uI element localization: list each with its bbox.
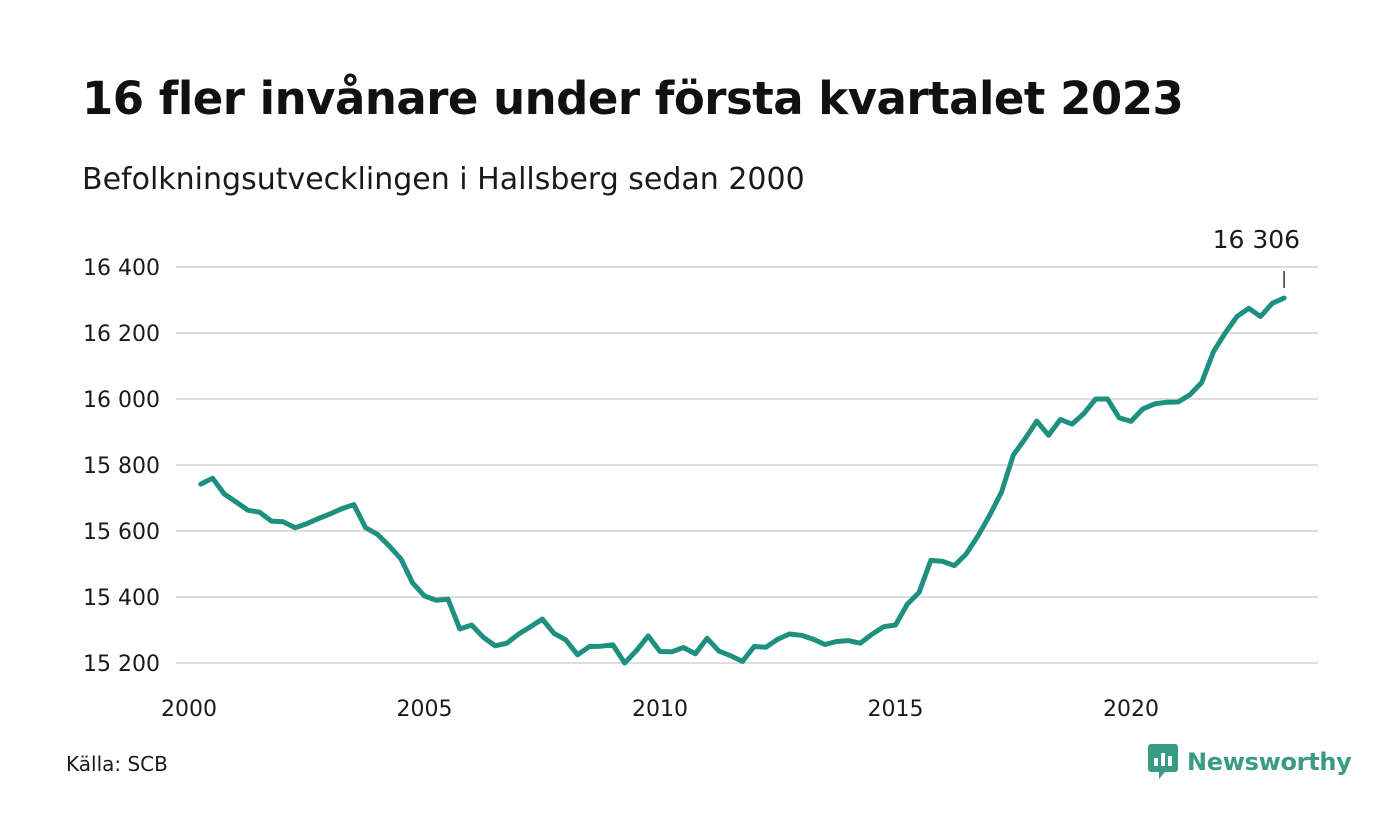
end-value-label: 16 306	[1213, 225, 1300, 254]
chart-title: 16 fler invånare under första kvartalet …	[82, 72, 1184, 125]
y-tick-label: 16 200	[83, 322, 160, 347]
y-tick-label: 16 000	[83, 388, 160, 413]
x-tick-label: 2020	[1103, 697, 1159, 722]
x-tick-label: 2000	[161, 697, 217, 722]
line-chart: 15 200 15 400 15 600 15 800 16 000 16 200 16 4…	[83, 225, 1318, 722]
y-tick-label: 15 200	[83, 652, 160, 677]
y-tick-label: 15 800	[83, 454, 160, 479]
y-tick-label: 15 600	[83, 520, 160, 545]
x-tick-label: 2005	[397, 697, 453, 722]
x-tick-label: 2010	[632, 697, 688, 722]
brand-name: Newsworthy	[1187, 748, 1352, 776]
end-annotation: 16 306	[1213, 225, 1300, 288]
y-tick-label: 16 400	[83, 256, 160, 281]
series-line-group	[198, 295, 1287, 666]
brand-logo: Newsworthy	[1148, 744, 1352, 780]
source-note: Källa: SCB	[66, 752, 168, 776]
chart-subtitle: Befolkningsutvecklingen i Hallsberg seda…	[82, 162, 805, 197]
newsworthy-logo-icon	[1148, 744, 1178, 779]
y-axis-tick-labels: 15 200 15 400 15 600 15 800 16 000 16 200 16 4…	[83, 256, 160, 677]
x-axis-tick-labels: 2000 2005 2010 2015 2020	[161, 697, 1159, 722]
population-line	[198, 295, 1287, 666]
x-tick-label: 2015	[868, 697, 924, 722]
y-tick-label: 15 400	[83, 586, 160, 611]
gridlines	[176, 266, 1318, 664]
